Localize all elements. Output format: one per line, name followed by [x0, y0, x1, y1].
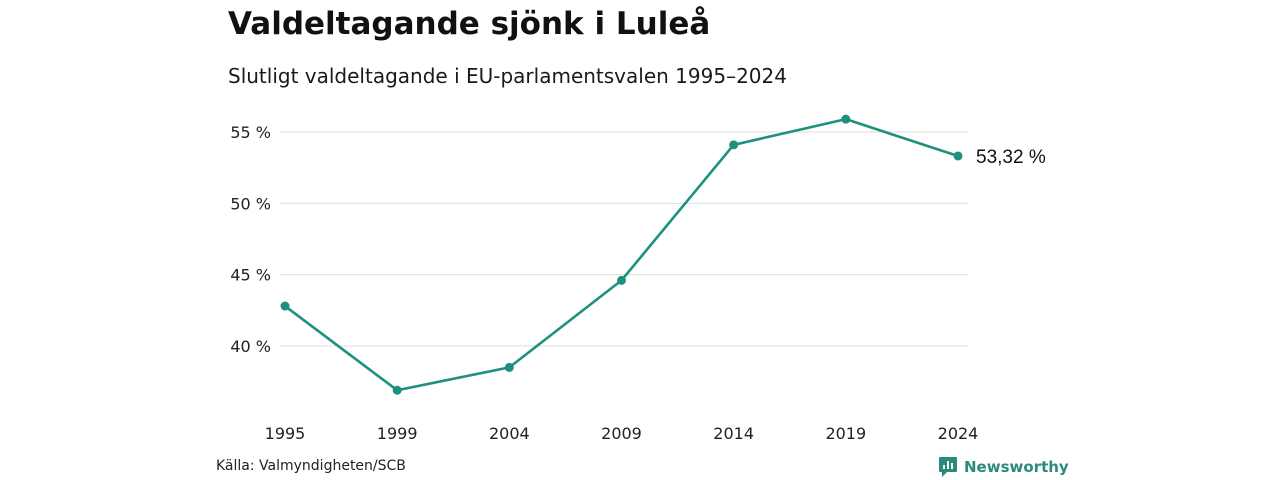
x-tick-label: 1999 — [377, 424, 418, 443]
brand-logo: Newsworthy — [938, 456, 1069, 478]
chart-title: Valdeltagande sjönk i Luleå — [228, 6, 711, 42]
x-tick-label: 2009 — [601, 424, 642, 443]
data-point — [504, 362, 514, 372]
series-valdeltagande — [280, 114, 963, 395]
brand-name: Newsworthy — [964, 458, 1069, 476]
x-tick-label: 2014 — [713, 424, 754, 443]
x-tick-label: 2019 — [825, 424, 866, 443]
x-tick-label: 2024 — [938, 424, 979, 443]
x-tick-label: 1995 — [265, 424, 306, 443]
series-line — [284, 117, 959, 392]
end-value-label: 53,32 % — [976, 147, 1046, 168]
data-point — [392, 385, 402, 395]
source-note: Källa: Valmyndigheten/SCB — [216, 458, 406, 474]
y-tick-label: 55 % — [230, 123, 271, 142]
gridlines — [280, 131, 968, 347]
data-point — [617, 275, 626, 285]
y-axis-ticks: 40 % 45 % 50 % 55 % — [230, 123, 271, 356]
x-axis-ticks: 1995 1999 2004 2009 2014 2019 2024 — [265, 424, 979, 443]
line-chart: 40 % 45 % 50 % 55 % 1995 1999 2004 2009 2014 201… — [230, 114, 1046, 443]
y-tick-label: 50 % — [230, 194, 271, 213]
data-point — [729, 140, 739, 150]
newsworthy-logo-icon — [939, 457, 957, 477]
data-point — [841, 114, 851, 124]
chart-subtitle: Slutligt valdeltagande i EU-parlamentsva… — [228, 64, 787, 88]
y-tick-label: 40 % — [230, 337, 271, 356]
y-tick-label: 45 % — [230, 266, 271, 285]
data-point — [953, 151, 963, 161]
x-tick-label: 2004 — [489, 424, 530, 443]
data-point — [280, 301, 290, 311]
data-labels: 53,32 % — [976, 147, 1046, 168]
